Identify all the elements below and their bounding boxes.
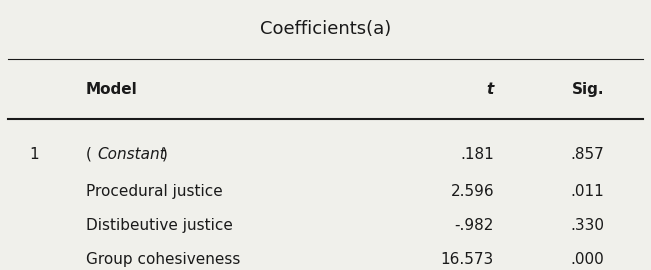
Text: Constant: Constant: [98, 147, 166, 162]
Text: Distibeutive justice: Distibeutive justice: [86, 218, 232, 233]
Text: -.982: -.982: [454, 218, 494, 233]
Text: Coefficients(a): Coefficients(a): [260, 20, 391, 38]
Text: 1: 1: [29, 147, 38, 162]
Text: 2.596: 2.596: [450, 184, 494, 199]
Text: .330: .330: [570, 218, 604, 233]
Text: t: t: [487, 82, 494, 97]
Text: (: (: [86, 147, 92, 162]
Text: .011: .011: [570, 184, 604, 199]
Text: .857: .857: [570, 147, 604, 162]
Text: Model: Model: [86, 82, 137, 97]
Text: Sig.: Sig.: [572, 82, 604, 97]
Text: Procedural justice: Procedural justice: [86, 184, 223, 199]
Text: .181: .181: [460, 147, 494, 162]
Text: 16.573: 16.573: [441, 252, 494, 268]
Text: .000: .000: [570, 252, 604, 268]
Text: ): ): [162, 147, 168, 162]
Text: Group cohesiveness: Group cohesiveness: [86, 252, 240, 268]
